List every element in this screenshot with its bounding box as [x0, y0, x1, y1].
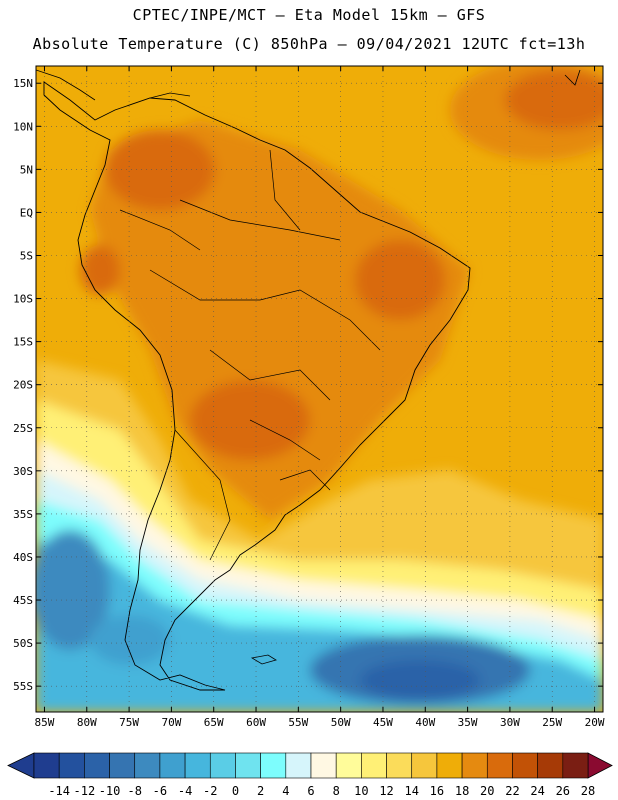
colorbar-label: 10	[354, 784, 368, 798]
falklands-outline	[250, 654, 277, 665]
colorbar-label: -10	[99, 784, 121, 798]
lat-label: 15N	[13, 77, 33, 90]
lon-label: 85W	[35, 716, 55, 729]
colorbar-swatch	[461, 752, 488, 779]
lat-label: 55S	[13, 680, 33, 693]
colorbar-label: 16	[430, 784, 444, 798]
colorbar-label: 20	[480, 784, 494, 798]
colorbar-label: 12	[379, 784, 393, 798]
colorbar-swatch	[486, 752, 513, 779]
lat-label: 10S	[13, 293, 33, 306]
colorbar-swatch	[260, 752, 287, 779]
lat-label: 30S	[13, 465, 33, 478]
south-america-coast	[43, 81, 471, 691]
lon-label: 50W	[331, 716, 351, 729]
lat-label: 10N	[13, 120, 33, 133]
lon-label: 75W	[119, 716, 139, 729]
colorbar-swatch	[184, 752, 211, 779]
lat-label: 35S	[13, 508, 33, 521]
latitude-axis: 15N 10N 5N EQ 5S 10S 15S 20S 25S 30S 35S 40S 45S 50S 5…	[13, 77, 603, 693]
colorbar-swatch	[285, 752, 312, 779]
colorbar-label: 4	[282, 784, 289, 798]
lat-label: 45S	[13, 594, 33, 607]
colorbar-label: 26	[556, 784, 570, 798]
colorbar-label: 18	[455, 784, 469, 798]
colorbar-label: 28	[581, 784, 595, 798]
lat-label: 20S	[13, 379, 33, 392]
colorbar-swatch	[134, 752, 161, 779]
colorbar-label: 14	[405, 784, 419, 798]
map-frame	[35, 65, 604, 713]
colorbar-swatch	[58, 752, 85, 779]
colorbar-swatch	[386, 752, 413, 779]
right-triangle-icon	[587, 752, 613, 779]
lon-label: 40W	[415, 716, 435, 729]
colorbar-swatch	[411, 752, 438, 779]
lon-label: 55W	[288, 716, 308, 729]
colorbar-label: -6	[153, 784, 167, 798]
colorbar-swatch	[109, 752, 136, 779]
colorbar-label: 24	[530, 784, 544, 798]
lon-label: 70W	[161, 716, 181, 729]
colorbar: -14 -12 -10 -8 -6 -4 -2 0 2 4 6 8 10 12 14 16 18 20 22 24 26…	[7, 752, 613, 798]
colorbar-label: 6	[307, 784, 314, 798]
colorbar-swatch	[235, 752, 261, 779]
temperature-field	[36, 66, 603, 712]
colorbar-label: -14	[48, 784, 70, 798]
lon-label: 30W	[500, 716, 520, 729]
chart-title-line2: Absolute Temperature (C) 850hPa – 09/04/…	[32, 35, 586, 53]
lat-label: 50S	[13, 637, 33, 650]
longitude-axis: 85W 80W 75W 70W 65W 60W 55W 50W 45W 40W 35W 30W 25W 2…	[35, 66, 605, 729]
lon-label: 25W	[542, 716, 562, 729]
lon-label: 65W	[204, 716, 224, 729]
colorbar-swatch	[361, 752, 387, 779]
lat-label: 5N	[20, 163, 33, 176]
colorbar-label: -2	[203, 784, 217, 798]
lon-label: 80W	[77, 716, 97, 729]
lat-label: 40S	[13, 551, 33, 564]
colorbar-swatch	[562, 752, 589, 779]
colorbar-swatch	[84, 752, 110, 779]
colorbar-label: -8	[128, 784, 142, 798]
colorbar-swatch	[537, 752, 564, 779]
chart-title-line1: CPTEC/INPE/MCT – Eta Model 15km – GFS	[132, 6, 486, 24]
colorbar-label: 0	[232, 784, 239, 798]
colorbar-swatch	[159, 752, 186, 779]
colorbar-label: -12	[74, 784, 96, 798]
lon-label: 35W	[458, 716, 478, 729]
lat-label: EQ	[20, 206, 33, 219]
colorbar-swatch	[209, 752, 236, 779]
colorbar-swatch	[33, 752, 60, 779]
lon-label: 60W	[246, 716, 266, 729]
colorbar-swatch	[310, 752, 337, 779]
colorbar-label: -4	[178, 784, 192, 798]
lon-label: 45W	[373, 716, 393, 729]
colorbar-swatch	[512, 752, 538, 779]
lat-label: 15S	[13, 336, 33, 349]
left-triangle-icon	[7, 752, 35, 779]
colorbar-label: 22	[505, 784, 519, 798]
colorbar-label: 2	[257, 784, 264, 798]
lon-label: 20W	[585, 716, 605, 729]
coastlines	[36, 69, 581, 691]
colorbar-swatch	[335, 752, 362, 779]
lat-label: 25S	[13, 422, 33, 435]
lat-label: 5S	[20, 249, 33, 262]
colorbar-swatch	[436, 752, 463, 779]
colorbar-label: 8	[333, 784, 340, 798]
